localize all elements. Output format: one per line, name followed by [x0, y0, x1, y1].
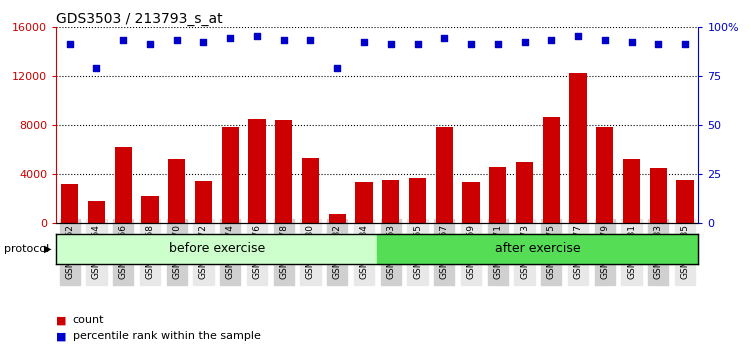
Bar — [569, 73, 587, 223]
Point — [144, 41, 156, 47]
Bar — [56, 234, 377, 264]
Bar — [328, 215, 346, 223]
Bar — [463, 183, 480, 223]
Bar — [195, 181, 213, 223]
Bar — [355, 183, 372, 223]
Bar — [222, 127, 239, 223]
Bar — [489, 166, 506, 223]
Point — [331, 65, 343, 71]
Bar — [88, 201, 105, 223]
Point — [170, 38, 182, 43]
Text: ■: ■ — [56, 331, 67, 341]
Point — [251, 34, 263, 39]
Point — [572, 34, 584, 39]
Text: GDS3503 / 213793_s_at: GDS3503 / 213793_s_at — [56, 12, 223, 25]
Bar — [382, 180, 400, 223]
Point — [64, 41, 76, 47]
Bar — [677, 180, 694, 223]
Point — [278, 38, 290, 43]
Bar — [275, 120, 292, 223]
Bar — [516, 162, 533, 223]
Point — [439, 35, 451, 41]
Text: before exercise: before exercise — [169, 242, 265, 255]
Text: ■: ■ — [56, 315, 67, 325]
Bar — [168, 159, 185, 223]
Bar — [377, 234, 698, 264]
Bar — [141, 196, 158, 223]
Text: ▶: ▶ — [44, 244, 51, 254]
Point — [653, 41, 665, 47]
Bar — [596, 127, 614, 223]
Point — [225, 35, 237, 41]
Point — [358, 39, 370, 45]
Text: protocol: protocol — [4, 244, 49, 254]
Bar — [409, 178, 427, 223]
Point — [518, 39, 530, 45]
Text: after exercise: after exercise — [495, 242, 581, 255]
Point — [385, 41, 397, 47]
Point — [679, 41, 691, 47]
Point — [545, 38, 557, 43]
Bar — [114, 147, 132, 223]
Point — [412, 41, 424, 47]
Point — [90, 65, 102, 71]
Point — [198, 39, 210, 45]
Point — [492, 41, 504, 47]
Text: count: count — [73, 315, 104, 325]
Bar — [436, 127, 453, 223]
Point — [626, 39, 638, 45]
Bar — [249, 119, 266, 223]
Bar — [650, 168, 667, 223]
Point — [599, 38, 611, 43]
Point — [465, 41, 477, 47]
Bar — [302, 158, 319, 223]
Bar — [623, 159, 641, 223]
Point — [304, 38, 316, 43]
Text: percentile rank within the sample: percentile rank within the sample — [73, 331, 261, 341]
Bar — [542, 118, 560, 223]
Bar — [61, 184, 78, 223]
Point — [117, 38, 129, 43]
